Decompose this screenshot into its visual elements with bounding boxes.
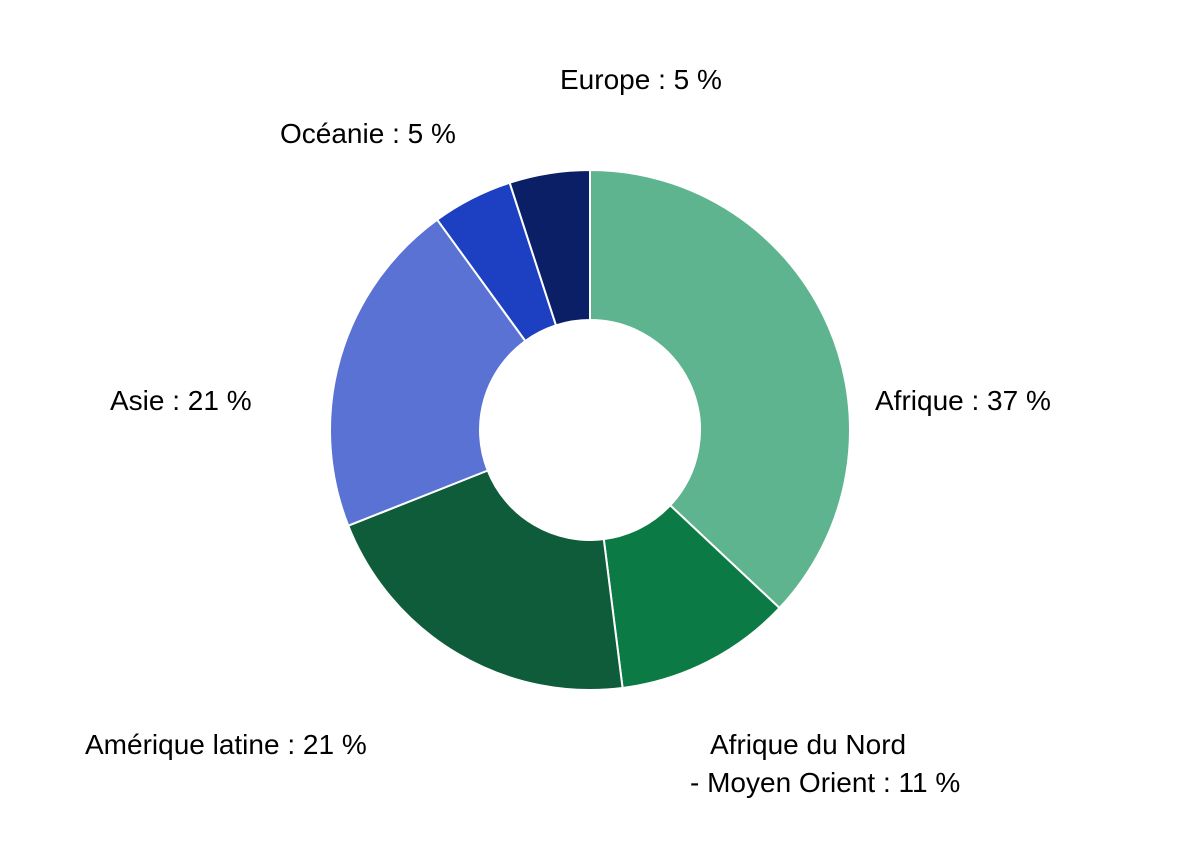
donut-svg bbox=[0, 0, 1180, 852]
label-afrique-du-nord-moyen-orient-line2: - Moyen Orient : 11 % bbox=[690, 765, 960, 801]
label-europe: Europe : 5 % bbox=[560, 62, 722, 98]
label-afrique-du-nord-moyen-orient: Afrique du Nord bbox=[710, 727, 906, 763]
label-am-rique-latine: Amérique latine : 21 % bbox=[85, 727, 367, 763]
label-oc-anie: Océanie : 5 % bbox=[280, 116, 456, 152]
label-asie: Asie : 21 % bbox=[110, 383, 252, 419]
donut-chart: Afrique : 37 % Afrique du Nord- Moyen Ori… bbox=[0, 0, 1180, 852]
label-afrique: Afrique : 37 % bbox=[875, 383, 1051, 419]
